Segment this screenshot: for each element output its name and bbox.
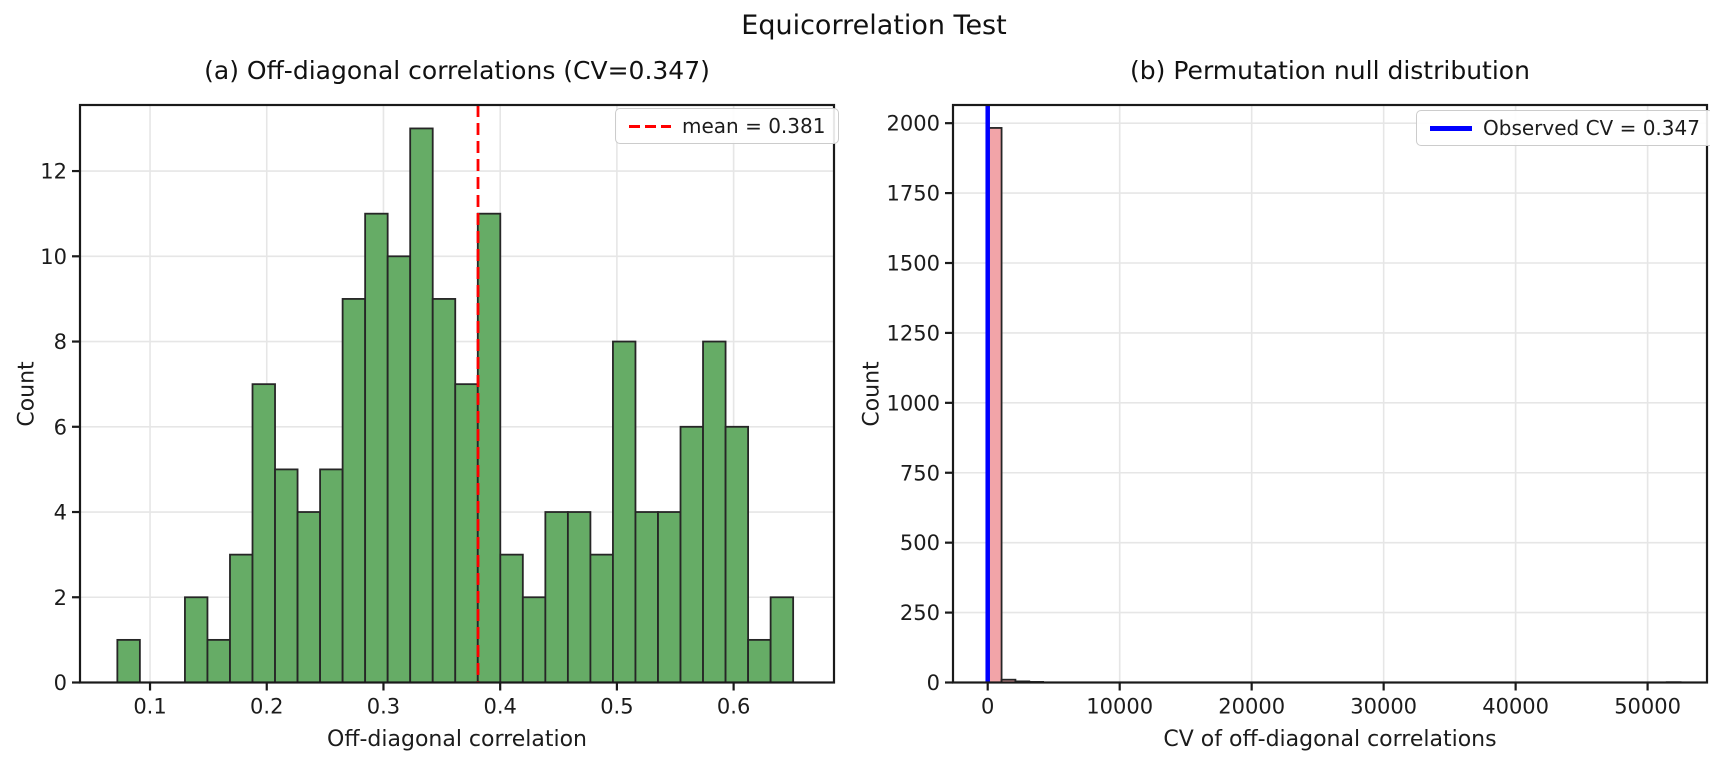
histogram-bar [521,596,547,684]
histogram-bar [702,340,727,684]
x-tick-label: 0.2 [250,695,283,719]
histogram-bar [544,511,569,684]
histogram-bar [386,255,412,684]
y-tick-label: 2000 [887,112,940,136]
y-tick-label: 0 [54,671,67,695]
histogram-bar [454,383,479,684]
x-tick-label: 0.6 [717,695,750,719]
histogram-bar [657,511,682,684]
x-tick-label: 10000 [1086,695,1153,719]
x-tick-label: 0 [981,695,994,719]
histogram-bar [769,596,795,684]
y-tick-label: 4 [54,501,67,525]
panel-a-xlabel: Off-diagonal correlation [327,727,587,752]
y-tick-label: 8 [54,330,67,354]
histogram-bar [296,511,321,684]
histogram-bar [431,298,457,684]
histogram-bar [747,638,772,684]
histogram-bar [499,553,524,684]
histogram-bar [251,383,276,684]
x-tick-label: 0.3 [367,695,400,719]
y-tick-label: 6 [54,415,67,439]
axes-spines [78,103,836,684]
histogram-bar [409,127,434,684]
y-tick-label: 2 [54,586,67,610]
x-tick-label: 20000 [1218,695,1285,719]
panel-b-xlabel: CV of off-diagonal correlations [1163,727,1497,752]
y-tick-label: 1000 [887,391,940,415]
panel-b-legend-label: Observed CV = 0.347 [1483,116,1700,140]
y-tick-label: 12 [40,160,67,184]
panel-a-title: (a) Off-diagonal correlations (CV=0.347) [204,56,710,85]
y-tick-label: 1500 [887,252,940,276]
x-tick-label: 50000 [1614,695,1681,719]
histogram-bar [229,553,254,684]
histogram-bar [724,425,749,684]
histogram-bar [116,638,141,684]
panel-a: 0.1 0.2 0.3 0.4 0.5 0.6 0 2 4 6 8 10 12 [40,103,836,719]
histogram-bar [476,212,502,684]
histogram-bar [341,298,367,684]
panel-b-legend: Observed CV = 0.347 [1416,110,1710,146]
red-dashed-line-icon [629,124,671,128]
panel-b: 0 10000 20000 30000 40000 50000 0 250 500 750 1000… [887,103,1709,719]
histogram-bar [184,596,209,684]
histogram-bar [612,340,637,684]
y-tick-label: 1250 [887,321,940,345]
histogram-bar [634,511,659,684]
y-tick-label: 250 [900,601,940,625]
axes-spines [951,103,1709,684]
x-tick-label: 0.5 [600,695,633,719]
histogram-bar [566,511,592,684]
y-tick-label: 750 [900,461,940,485]
y-tick-label: 0 [927,671,940,695]
figure-title: Equicorrelation Test [741,10,1007,41]
y-tick-label: 1750 [887,182,940,206]
panel-b-title: (b) Permutation null distribution [1130,56,1530,85]
histogram-bar [679,425,704,684]
x-tick-label: 40000 [1482,695,1549,719]
x-tick-label: 0.1 [133,695,166,719]
histogram-bar [274,468,299,684]
histogram-bar [364,212,389,684]
panel-a-legend-label: mean = 0.381 [682,114,826,138]
y-tick-label: 500 [900,531,940,555]
histogram-bar [206,638,231,684]
panel-a-legend: mean = 0.381 [615,108,840,144]
histogram-bar [589,553,614,684]
panel-a-ylabel: Count [14,361,40,427]
x-tick-label: 30000 [1350,695,1417,719]
blue-line-icon [1430,125,1472,131]
y-tick-label: 10 [40,245,67,269]
histogram-bar [319,468,344,684]
x-tick-label: 0.4 [483,695,516,719]
panel-b-ylabel: Count [859,361,885,427]
